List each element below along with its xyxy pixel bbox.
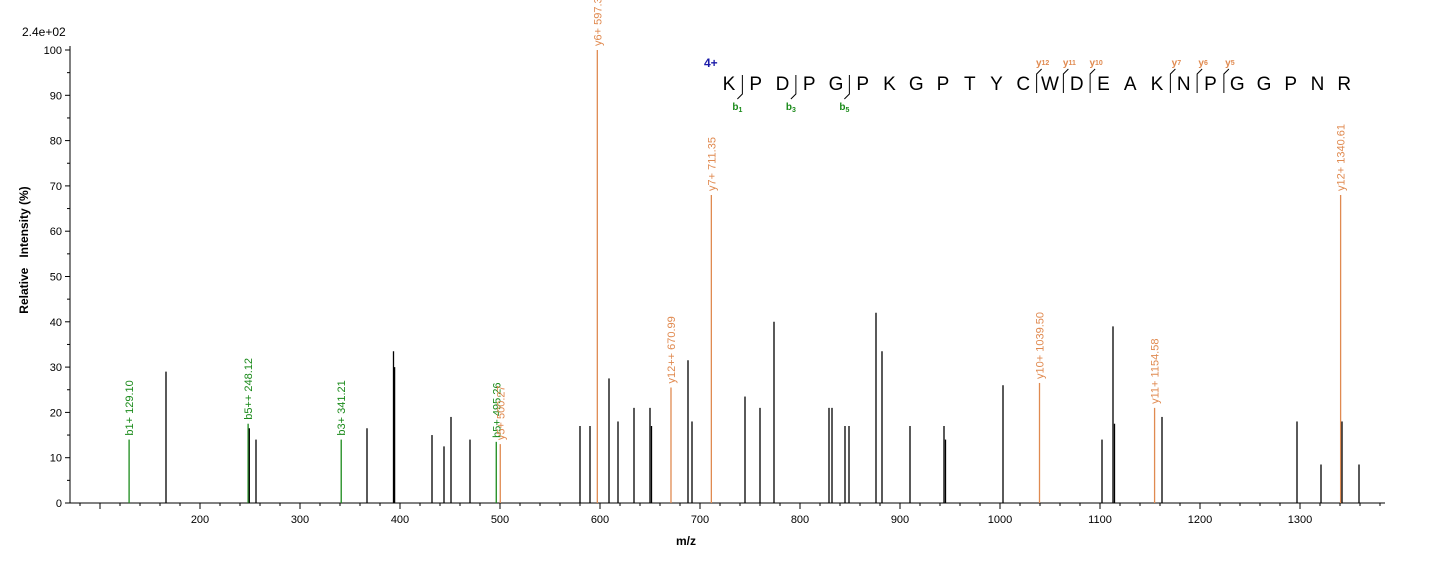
y-ion-marker: [1089, 68, 1096, 93]
sequence-residue: R: [1337, 74, 1351, 95]
sequence-residue: Y: [990, 74, 1003, 95]
sequence-residue: P: [1284, 74, 1297, 95]
peak-label: y7+ 711.35: [706, 137, 718, 191]
x-tick-label: 900: [891, 514, 909, 526]
peak-label: b3+ 341.21: [336, 380, 348, 435]
x-tick-label: 300: [291, 514, 309, 526]
b-ion-label: b1: [732, 102, 742, 114]
y-ion-marker: [1036, 68, 1042, 93]
peak-label: y12++ 670.99: [666, 316, 678, 383]
sequence-residue: K: [723, 74, 736, 95]
sequence-residue: T: [964, 74, 976, 95]
y-tick-label: 80: [50, 136, 62, 148]
sequence-residue: K: [883, 74, 896, 95]
charge-state: 4+: [704, 56, 718, 70]
x-tick-label: 1200: [1188, 514, 1212, 526]
sequence-residue: N: [1311, 74, 1325, 95]
sequence-residue: P: [856, 74, 869, 95]
peak-label: y10+ 1039.50: [1035, 312, 1047, 379]
peaks: [128, 50, 1360, 503]
y-ion-marker: [1062, 68, 1069, 93]
sequence-residue: P: [937, 74, 950, 95]
y-ion-marker: [1223, 68, 1230, 93]
x-tick-label: 600: [591, 514, 609, 526]
peak-label: y12+ 1340.61: [1336, 124, 1348, 191]
sequence-residue: G: [909, 74, 924, 95]
sequence-residue: P: [803, 74, 816, 95]
y-tick-label: 40: [50, 317, 62, 329]
y-tick-label: 100: [44, 45, 62, 57]
y-tick-label: 20: [50, 407, 62, 419]
b-ion-marker: [790, 75, 797, 100]
sequence-residue: D: [1070, 74, 1084, 95]
x-tick-label: 200: [191, 514, 209, 526]
sequence-residue: E: [1097, 74, 1110, 95]
y-ion-marker: [1196, 68, 1203, 93]
peak-label: y5+ 500.27: [495, 385, 507, 440]
sequence-residue: G: [829, 74, 844, 95]
sequence-residue: P: [1204, 74, 1217, 95]
sequence-residue: N: [1177, 74, 1191, 95]
sequence-residue: G: [1257, 74, 1272, 95]
y-ion-marker: [1169, 68, 1176, 93]
sequence-residue: A: [1124, 74, 1137, 95]
sequence-residue: W: [1041, 74, 1059, 95]
y-tick-label: 30: [50, 362, 62, 374]
peak-label: y6+ 597.32: [592, 0, 604, 46]
x-tick-label: 1300: [1288, 514, 1312, 526]
x-tick-label: 800: [791, 514, 809, 526]
peak-label: b5+ 495.26: [491, 382, 503, 437]
b-ion-label: b3: [786, 102, 796, 114]
sequence-residue: P: [749, 74, 762, 95]
y-tick-label: 70: [50, 181, 62, 193]
peak-label: y11+ 1154.58: [1150, 339, 1162, 404]
y-ion-label: y7: [1172, 58, 1182, 69]
peak-labels: b1+ 129.10 b5++ 248.12 b3+ 341.21 b5+ 495.2…: [124, 0, 1348, 440]
y-ion-label: y12: [1036, 58, 1049, 69]
peak-label: b1+ 129.10: [124, 380, 136, 435]
y-ion-label: y10: [1089, 58, 1102, 69]
y-axis-title: Relative Intensity (%): [17, 186, 31, 313]
x-axis-title: m/z: [676, 534, 696, 548]
sequence-residue: K: [1151, 74, 1164, 95]
y-tick-label: 50: [50, 272, 62, 284]
b-ion-label: b5: [839, 102, 849, 114]
y-tick-label: 60: [50, 226, 62, 238]
sequence-residue: C: [1016, 74, 1030, 95]
sequence-residue: G: [1230, 74, 1245, 95]
x-tick-label: 400: [391, 514, 409, 526]
y-tick-label: 90: [50, 90, 62, 102]
x-tick-label: 1100: [1088, 514, 1112, 526]
y-ion-label: y5: [1225, 58, 1235, 69]
y-ion-label: y11: [1063, 58, 1076, 69]
y-tick-label: 10: [50, 453, 62, 465]
x-tick-label: 700: [691, 514, 709, 526]
x-tick-label: 1000: [988, 514, 1012, 526]
x-tick-label: 500: [491, 514, 509, 526]
b-ion-marker: [844, 75, 850, 100]
peak-label: b5++ 248.12: [243, 358, 255, 420]
axes: 0 10 20 30 40 50 60 70 80 90 100 200 300 400 500 600 700…: [44, 45, 1385, 526]
y-ion-label: y6: [1198, 58, 1208, 69]
y-tick-label: 0: [56, 498, 62, 510]
b-ion-marker: [737, 75, 743, 100]
sequence-residue: D: [776, 74, 790, 95]
max-intensity-label: 2.4e+02: [22, 25, 66, 39]
